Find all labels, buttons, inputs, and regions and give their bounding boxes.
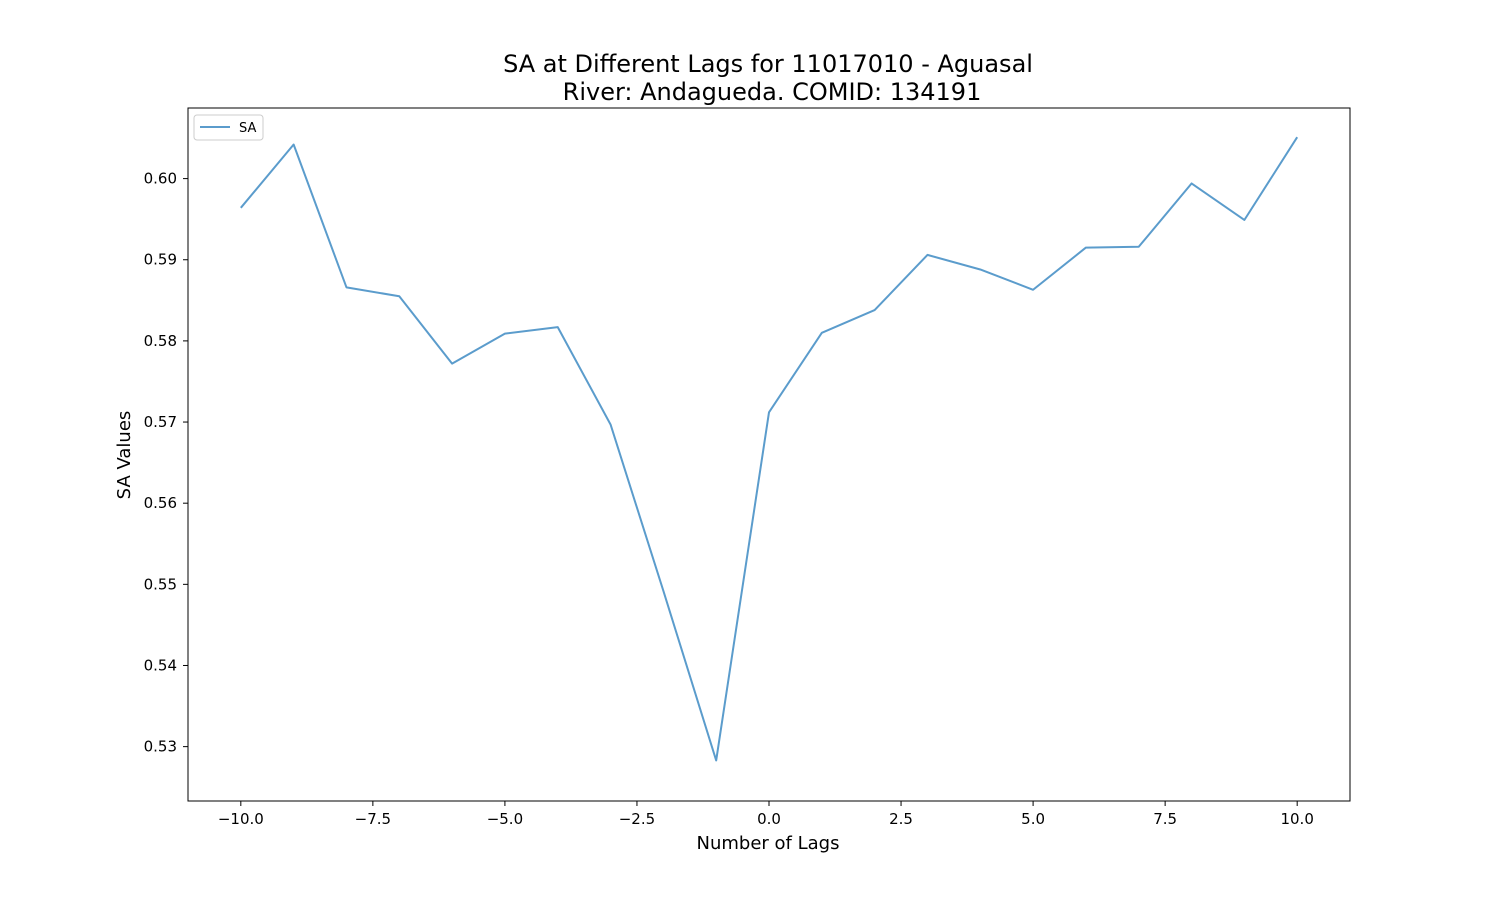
- y-tick-label: 0.55: [144, 575, 177, 593]
- x-tick-label: 5.0: [1021, 810, 1045, 828]
- y-tick-label: 0.56: [144, 494, 177, 512]
- plot-area: −10.0 −7.5 −5.0 −2.5 0.0 2.5 5.0 7.5 10.0 0.53 0.5…: [144, 107, 1351, 828]
- x-tick-label: 2.5: [889, 810, 913, 828]
- y-tick-label: 0.59: [144, 251, 177, 269]
- y-tick-label: 0.60: [144, 170, 177, 188]
- x-axis-label: Number of Lags: [697, 833, 840, 854]
- x-tick-label: 7.5: [1153, 810, 1177, 828]
- x-tick-label: 10.0: [1280, 810, 1313, 828]
- y-tick-label: 0.58: [144, 332, 177, 350]
- x-tick-label: −5.0: [487, 810, 523, 828]
- legend: SA: [193, 114, 264, 141]
- y-axis-label: SA Values: [114, 411, 135, 500]
- x-tick-label: 0.0: [757, 810, 781, 828]
- y-tick-label: 0.57: [144, 413, 177, 431]
- x-tick-label: −10.0: [218, 810, 264, 828]
- x-tick-label: −7.5: [355, 810, 391, 828]
- x-tick-label: −2.5: [619, 810, 655, 828]
- legend-entry-label: SA: [239, 121, 256, 136]
- chart-title-line-2: River: Andagueda. COMID: 134191: [563, 78, 982, 106]
- chart-title-line-1: SA at Different Lags for 11017010 - Agua…: [503, 50, 1033, 78]
- y-tick-label: 0.53: [144, 738, 177, 756]
- y-tick-label: 0.54: [144, 656, 177, 674]
